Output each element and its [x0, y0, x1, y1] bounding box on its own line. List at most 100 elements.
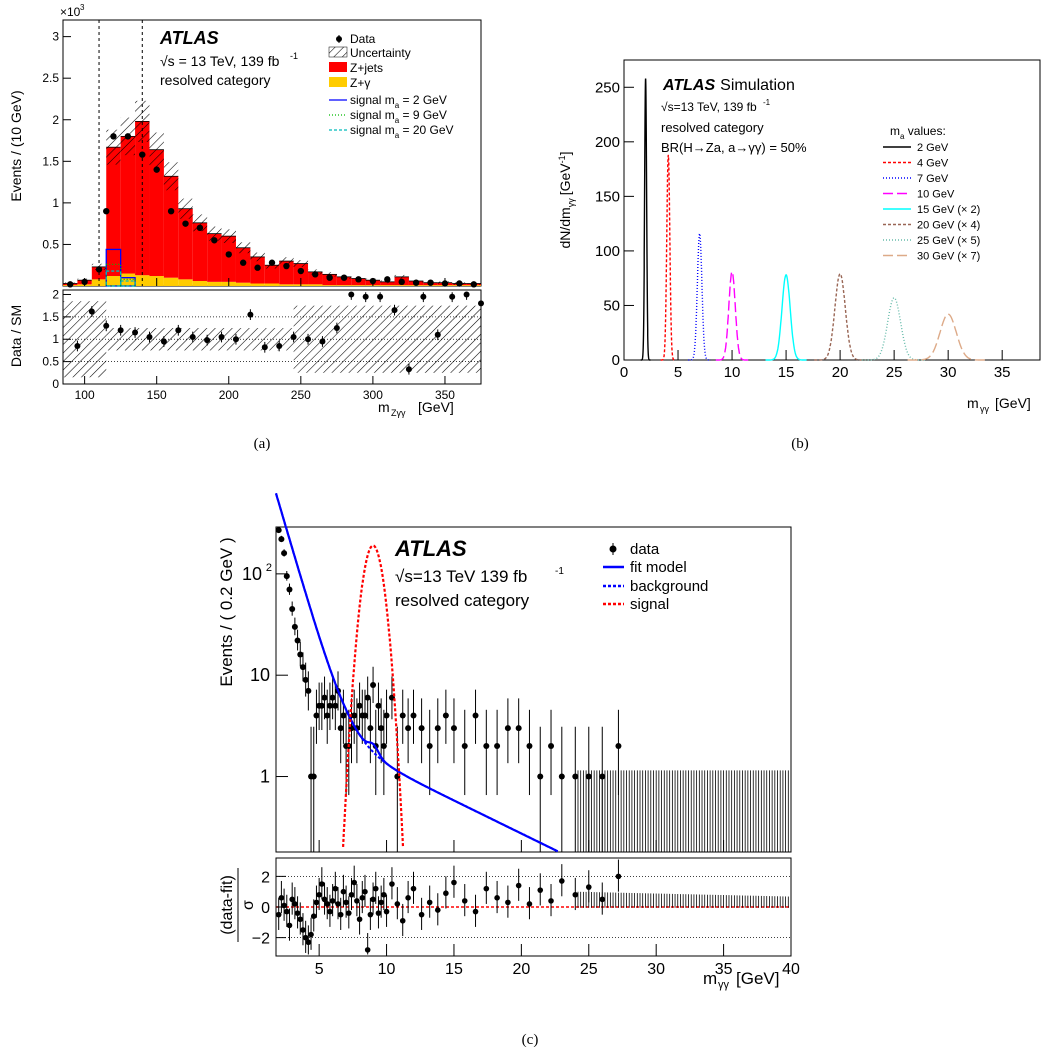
ratio-point [276, 342, 283, 349]
ratio-point [463, 291, 470, 298]
legend-zgamma-label: Z+γ [350, 76, 370, 90]
panel-a-lumi-exp: -1 [290, 51, 298, 61]
ratio-point [394, 901, 401, 907]
ratio-point [335, 901, 341, 907]
legend-uncertainty-swatch [328, 46, 348, 58]
ratio-point [175, 327, 182, 334]
y-tick-label: 1.5 [42, 154, 59, 168]
x-tick-label: 100 [75, 388, 95, 402]
y-tick-label: 150 [595, 188, 620, 205]
data-point [313, 712, 320, 719]
ratio-point [218, 334, 225, 340]
ratio-uncertainty-band [408, 305, 424, 373]
legend-entry: 15 GeV (× 2) [917, 204, 980, 216]
ratio-point [292, 901, 298, 907]
ratio-point [321, 896, 328, 903]
data-point [211, 237, 218, 244]
panel-b-energy: √s=13 TeV, 139 fb [661, 100, 757, 114]
panel-b-atlas-line: ATLAS Simulation [662, 77, 795, 94]
data-point [294, 637, 301, 644]
ratio-y-tick-label: 0.5 [42, 355, 59, 369]
ratio-uncertainty-band [394, 305, 409, 373]
data-point [310, 773, 317, 780]
ratio-point [319, 881, 325, 887]
data-point [351, 712, 358, 719]
data-point [312, 271, 319, 278]
panel-c-main-frame [275, 526, 792, 853]
ratio-point [362, 293, 369, 300]
ratio-point [189, 334, 196, 340]
ratio-point [340, 888, 347, 895]
data-point [483, 743, 490, 750]
legend-entry: 10 GeV [917, 189, 955, 201]
zgamma-bar [91, 279, 107, 286]
ratio-point [391, 307, 398, 314]
legend-sig20-label: signal ma = 20 GeV [350, 123, 454, 140]
y-tick-label: 50 [603, 297, 620, 314]
ratio-point [300, 927, 306, 933]
panel-b-xlabel-unit: [GeV] [995, 395, 1031, 411]
data-point [456, 280, 463, 287]
data-point [526, 743, 533, 750]
data-point [305, 687, 312, 694]
x-tick-label: 20 [512, 961, 530, 978]
data-point [494, 743, 501, 750]
x-tick-label: 25 [580, 961, 598, 978]
data-point [286, 586, 293, 593]
legend-uncertainty-label: Uncertainty [350, 46, 411, 60]
panel-b-br: BR(H→Za, a→γγ) = 50% [661, 140, 807, 155]
ratio-point [160, 338, 167, 345]
data-point [472, 712, 479, 719]
ratio-point [327, 908, 333, 915]
data-point [380, 743, 387, 750]
ratio-point [505, 899, 511, 906]
data-point [558, 773, 565, 780]
panel-c-legend: data fit model background signal [603, 541, 708, 613]
zjets-bar [135, 121, 150, 276]
data-point [442, 712, 449, 719]
ratio-point [572, 891, 579, 898]
ratio-point [585, 884, 592, 890]
panel-a-xlabel-unit: [GeV] [418, 399, 454, 415]
data-point [332, 702, 339, 709]
data-point [337, 725, 344, 732]
ratio-uncertainty-band [106, 328, 121, 351]
ratio-uncertainty-band [207, 328, 222, 351]
x-tick-label: 35 [715, 961, 733, 978]
panel-c: 5 10 15 20 25 30 35 40 1 10 10 2 −2 0 2 ATLAS √s=13 Te… [217, 493, 800, 1048]
data-point [383, 712, 390, 719]
y-tick-label: 2.5 [42, 71, 59, 85]
panel-c-xlabel-unit: [GeV] [736, 969, 779, 988]
x-tick-label: 40 [782, 961, 800, 978]
ratio-y-tick-label: 1 [52, 332, 59, 346]
data-point [139, 151, 146, 158]
data-point [398, 278, 405, 286]
ratio-point [494, 895, 500, 901]
ratio-point [367, 911, 374, 918]
ratio-point [375, 910, 382, 916]
ratio-point [332, 885, 339, 892]
zgamma-bar [264, 283, 280, 286]
data-point [426, 743, 433, 750]
panel-b: 0 5 10 15 20 25 30 35 0 50 100 150 200 250 ATLAS Simul… [557, 59, 1041, 452]
panel-c-xlabel: m [703, 969, 717, 988]
ratio-y-tick-label: −2 [252, 931, 270, 948]
data-point [405, 725, 412, 732]
ratio-point [351, 879, 357, 886]
data-point [450, 725, 457, 732]
legend-zjets-swatch [329, 62, 347, 72]
zjets-bar [264, 265, 280, 284]
data-point [515, 725, 522, 732]
y-tick-label: 200 [595, 134, 620, 151]
legend-sig9-label: signal ma = 9 GeV [350, 108, 447, 125]
ratio-point [308, 931, 314, 938]
legend-entry: 2 GeV [917, 142, 949, 154]
data-point [434, 725, 441, 732]
x-tick-label: 30 [940, 364, 957, 381]
ratio-point [405, 895, 411, 901]
ratio-uncertainty-band [120, 328, 136, 351]
ratio-point [278, 895, 285, 901]
ratio-point [354, 898, 360, 904]
ratio-point [294, 910, 301, 916]
